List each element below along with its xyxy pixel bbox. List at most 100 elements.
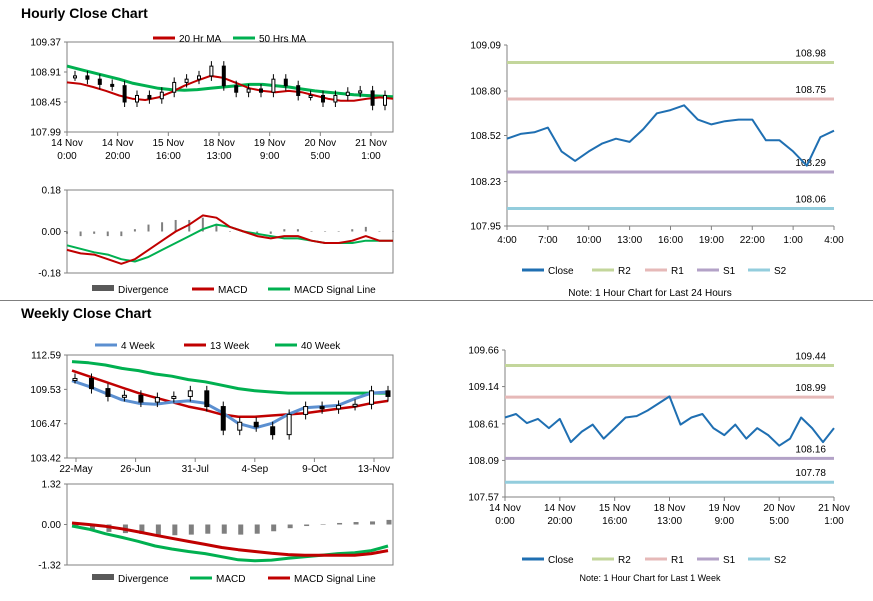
hourly-price-x-label: 0:00 [57, 151, 77, 162]
hourly-price-x-label: 5:00 [311, 151, 331, 162]
weekly-divergence-bar [320, 524, 326, 525]
hourly-price-candle [259, 88, 263, 93]
weekly-legend-13wk-label: 13 Week [210, 341, 250, 352]
weekly-divergence-bar [254, 524, 260, 534]
weekly-pivot-x-label: 16:00 [602, 516, 627, 527]
weekly-macd-signal-line [71, 521, 389, 557]
hourly-price-candle [283, 78, 288, 87]
weekly-pivot-x-label: 1:00 [824, 516, 844, 527]
weekly-pivot-legend-close-label: Close [548, 555, 574, 566]
hourly-divergence-bar [133, 229, 136, 232]
hourly-pivot-y-label: 109.09 [470, 41, 501, 52]
hourly-macd-line [66, 214, 393, 265]
hourly-pivot-s1-label: 108.29 [795, 158, 826, 169]
hourly-section-title: Hourly Close Chart [21, 5, 148, 21]
weekly-price-candle [369, 390, 375, 405]
hourly-pivot-y-label: 108.52 [470, 131, 501, 142]
weekly-pivot-x-label: 19 Nov [708, 503, 740, 514]
weekly-divergence-bar [271, 524, 277, 532]
hourly-pivot-y-label: 108.23 [470, 177, 501, 188]
weekly-pivot-legend-r1-label: R1 [671, 555, 684, 566]
weekly-pivot-y-label: 109.66 [468, 346, 499, 357]
weekly-price-candle [303, 406, 309, 415]
weekly-price-candle [204, 390, 210, 408]
hourly-price-y-label: 107.99 [30, 128, 61, 139]
hourly-price-x-label: 14 Nov [102, 138, 134, 149]
weekly-price-y-label: 103.42 [30, 454, 61, 465]
hourly-price-y-label: 108.91 [30, 68, 61, 79]
hourly-price-candle [122, 85, 127, 103]
hourly-pivot-y-label: 108.80 [470, 87, 501, 98]
hourly-price-x-label: 9:00 [260, 151, 280, 162]
weekly-pivot-legend-s2-label: S2 [774, 555, 787, 566]
hourly-legend-divergence-label: Divergence [118, 285, 169, 296]
weekly-price-x-label: 4-Sep [241, 464, 268, 475]
weekly-legend-4wk-label: 4 Week [121, 341, 156, 352]
weekly-divergence-bar [304, 524, 310, 527]
weekly-legend-divergence-label: Divergence [118, 574, 169, 585]
hourly-divergence-bar [93, 231, 96, 234]
hourly-price-candle [172, 81, 177, 93]
hourly-divergence-bar [324, 231, 327, 232]
hourly-divergence-bar [283, 229, 286, 232]
weekly-pivot-r2-label: 109.44 [795, 351, 826, 362]
hourly-divergence-bar [378, 231, 381, 232]
hourly-pivot-y-label: 107.95 [470, 222, 501, 233]
hourly-price-candle [271, 78, 276, 93]
weekly-price-frame [66, 354, 394, 459]
weekly-section-title: Weekly Close Chart [21, 305, 152, 321]
hourly-divergence-bar [120, 231, 123, 237]
hourly-pivot-close-line [506, 104, 835, 167]
hourly-pivot-x-label: 4:00 [497, 235, 517, 246]
weekly-price-candle [270, 426, 276, 436]
weekly-pivot-close-line [504, 395, 835, 447]
weekly-pivot-x-label: 15 Nov [599, 503, 631, 514]
weekly-price-candle [171, 395, 177, 399]
hourly-price-x-label: 20:00 [105, 151, 130, 162]
weekly-legend-macd-label: MACD [216, 574, 245, 585]
weekly-price-candle [352, 403, 358, 407]
hourly-price-candle [73, 75, 77, 79]
hourly-divergence-bar [201, 217, 204, 232]
hourly-price-candle [296, 85, 301, 96]
weekly-divergence-bar [155, 524, 161, 536]
weekly-price-candle [72, 377, 78, 381]
hourly-price-candle [197, 75, 201, 80]
hourly-legend-macd-label: MACD [218, 285, 247, 296]
hourly-price-y-label: 109.37 [30, 38, 61, 49]
weekly-note: Note: 1 Hour Chart for Last 1 Week [579, 573, 721, 583]
hourly-pivot-x-label: 1:00 [783, 235, 803, 246]
hourly-price-y-label: 108.45 [30, 98, 61, 109]
weekly-macd-y-label: 0.00 [42, 520, 62, 531]
weekly-price-candle [237, 421, 243, 431]
hourly-price-candle [85, 75, 90, 80]
hourly-price-candle [110, 83, 115, 87]
weekly-pivot-x-label: 20:00 [547, 516, 572, 527]
hourly-pivot-x-label: 4:00 [824, 235, 844, 246]
weekly-divergence-bar [89, 524, 95, 530]
hourly-legend-divergence-swatch [92, 285, 114, 291]
hourly-price-candle [221, 65, 226, 87]
weekly-price-candle [88, 377, 94, 390]
weekly-pivot-r1-label: 108.99 [795, 383, 826, 394]
hourly-divergence-bar [364, 226, 367, 232]
weekly-pivot-x-label: 14 Nov [489, 503, 521, 514]
hourly-divergence-bar [106, 231, 109, 237]
weekly-legend-40wk-label: 40 Week [301, 341, 341, 352]
weekly-pivot-x-label: 0:00 [495, 516, 515, 527]
weekly-divergence-bar [287, 524, 293, 529]
ma20-line [66, 74, 394, 102]
hourly-price-candle [147, 94, 152, 100]
hourly-pivot-x-label: 7:00 [538, 235, 558, 246]
hourly-legend-signal-label: MACD Signal Line [294, 285, 376, 296]
weekly-divergence-bar [370, 521, 376, 525]
weekly-price-candle [336, 404, 342, 410]
weekly-pivot-s2-label: 107.78 [795, 468, 826, 479]
hourly-price-x-label: 20 Nov [304, 138, 336, 149]
weekly-price-x-label: 26-Jun [120, 464, 151, 475]
hourly-divergence-bar [161, 222, 164, 232]
hourly-pivot-s2-label: 108.06 [795, 195, 826, 206]
hourly-pivot-x-label: 22:00 [740, 235, 765, 246]
